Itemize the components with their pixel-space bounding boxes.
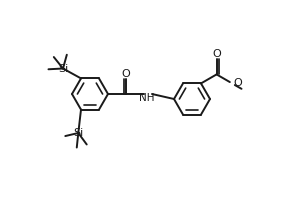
Text: O: O bbox=[122, 69, 130, 79]
Text: Si: Si bbox=[73, 128, 83, 138]
Text: O: O bbox=[234, 78, 243, 88]
Text: NH: NH bbox=[139, 93, 155, 103]
Text: O: O bbox=[212, 49, 221, 59]
Text: Si: Si bbox=[58, 63, 68, 74]
